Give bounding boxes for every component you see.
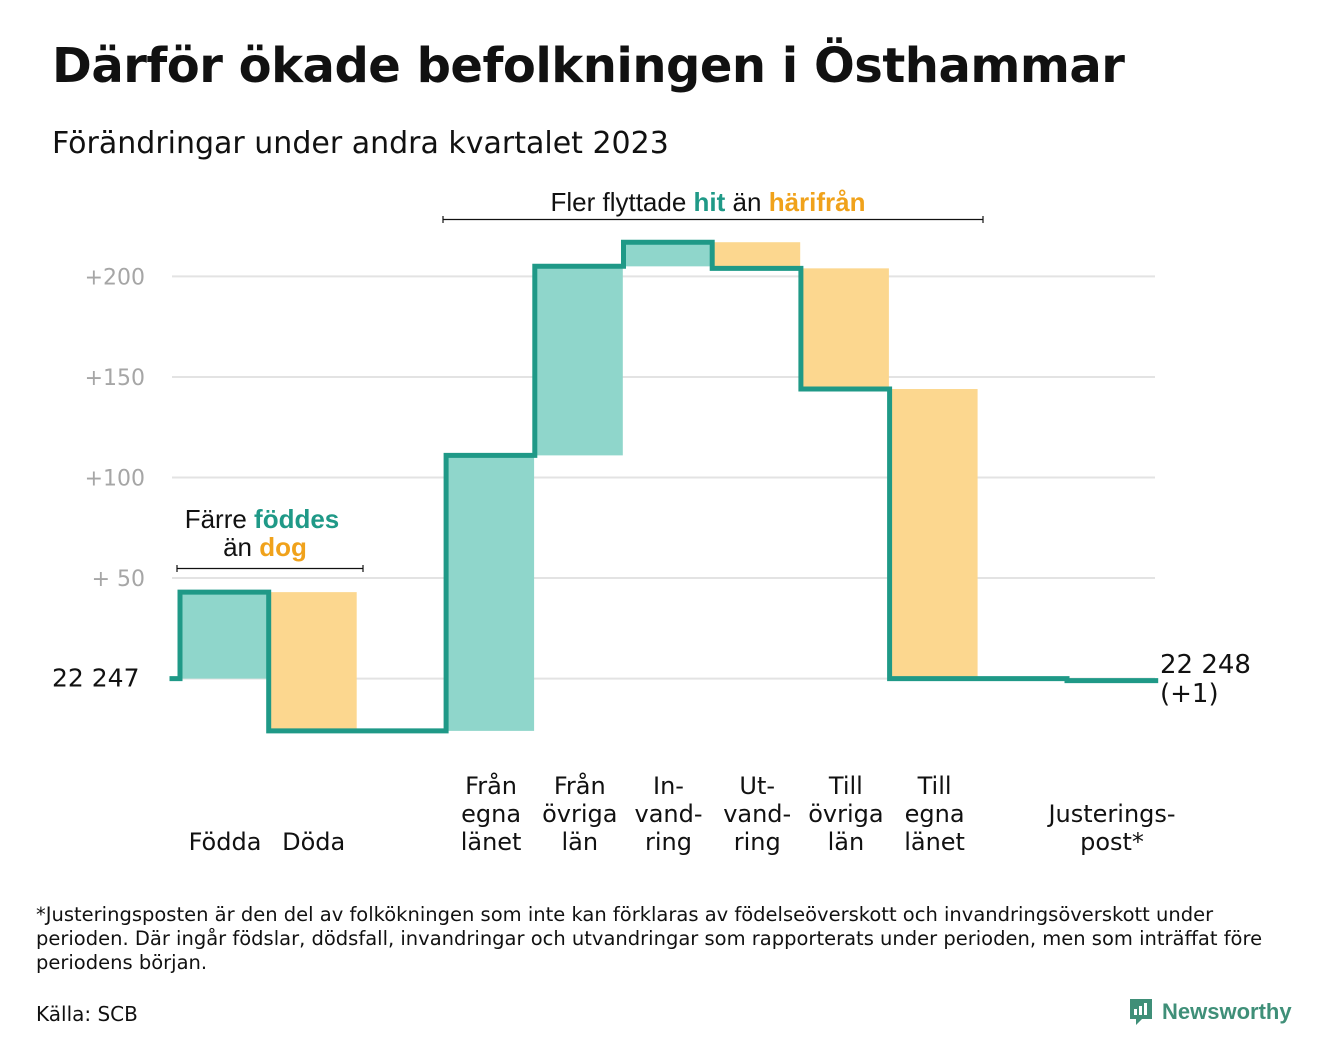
births-annotation: Färre föddes än dog — [176, 504, 364, 572]
waterfall-bar — [712, 242, 801, 269]
category-label: In- — [653, 772, 684, 800]
chart-title: Därför ökade befolkningen i Östhammar — [52, 38, 1125, 94]
waterfall-bar — [889, 389, 978, 679]
line-layer — [169, 239, 1159, 734]
y-tick-label: +150 — [85, 366, 145, 391]
category-label: Justerings- — [1046, 800, 1175, 828]
births-annotation-line2: än dog — [223, 532, 307, 562]
category-label: övriga — [542, 800, 617, 828]
births-annotation-bracket — [176, 565, 364, 572]
waterfall-bar — [623, 242, 712, 267]
category-label: Från — [465, 771, 517, 800]
category-label: Till — [917, 772, 952, 800]
waterfall-bar — [800, 268, 889, 390]
bar-layer — [180, 242, 978, 731]
category-label: Döda — [282, 828, 345, 856]
migration-annotation-text: Fler flyttade hit än härifrån — [550, 187, 865, 217]
category-label: Födda — [189, 828, 262, 856]
category-label: vand- — [723, 800, 791, 828]
source-note: Källa: SCB — [36, 1002, 138, 1026]
waterfall-bar — [446, 455, 535, 731]
footnote: *Justeringsposten är den del av folkökni… — [36, 903, 1263, 974]
category-label: egna — [461, 800, 521, 828]
chart-subtitle: Förändringar under andra kvartalet 2023 — [52, 126, 669, 161]
migration-annotation-bracket — [442, 216, 984, 223]
category-label: länet — [904, 828, 965, 856]
category-label: län — [828, 828, 865, 856]
category-label: län — [562, 828, 599, 856]
births-annotation-line1: Färre föddes — [185, 504, 340, 534]
category-label: vand- — [634, 800, 702, 828]
newsworthy-logo-icon — [1130, 999, 1152, 1025]
newsworthy-logo-text: Newsworthy — [1162, 999, 1292, 1024]
category-label: Ut- — [739, 772, 775, 800]
migration-annotation: Fler flyttade hit än härifrån — [442, 187, 984, 223]
category-label: Från — [554, 771, 606, 800]
category-label: egna — [905, 800, 965, 828]
waterfall-bar — [268, 592, 357, 731]
category-label: ring — [734, 828, 781, 856]
category-label: länet — [461, 828, 522, 856]
newsworthy-logo: Newsworthy — [1128, 997, 1292, 1027]
start-value-label: 22 247 — [52, 664, 139, 693]
y-tick-label: +100 — [85, 467, 145, 492]
end-change-label: (+1) — [1160, 679, 1219, 709]
category-label: övriga — [808, 800, 883, 828]
waterfall-bar — [180, 592, 268, 679]
category-label: Till — [828, 772, 863, 800]
y-tick-label: +200 — [85, 265, 145, 290]
y-tick-label: + 50 — [92, 567, 145, 592]
end-value-label: 22 248 — [1160, 650, 1251, 680]
category-label: post* — [1080, 828, 1144, 856]
cumulative-step-line — [169, 239, 1159, 734]
waterfall-bar — [534, 266, 623, 456]
category-label: ring — [645, 828, 692, 856]
